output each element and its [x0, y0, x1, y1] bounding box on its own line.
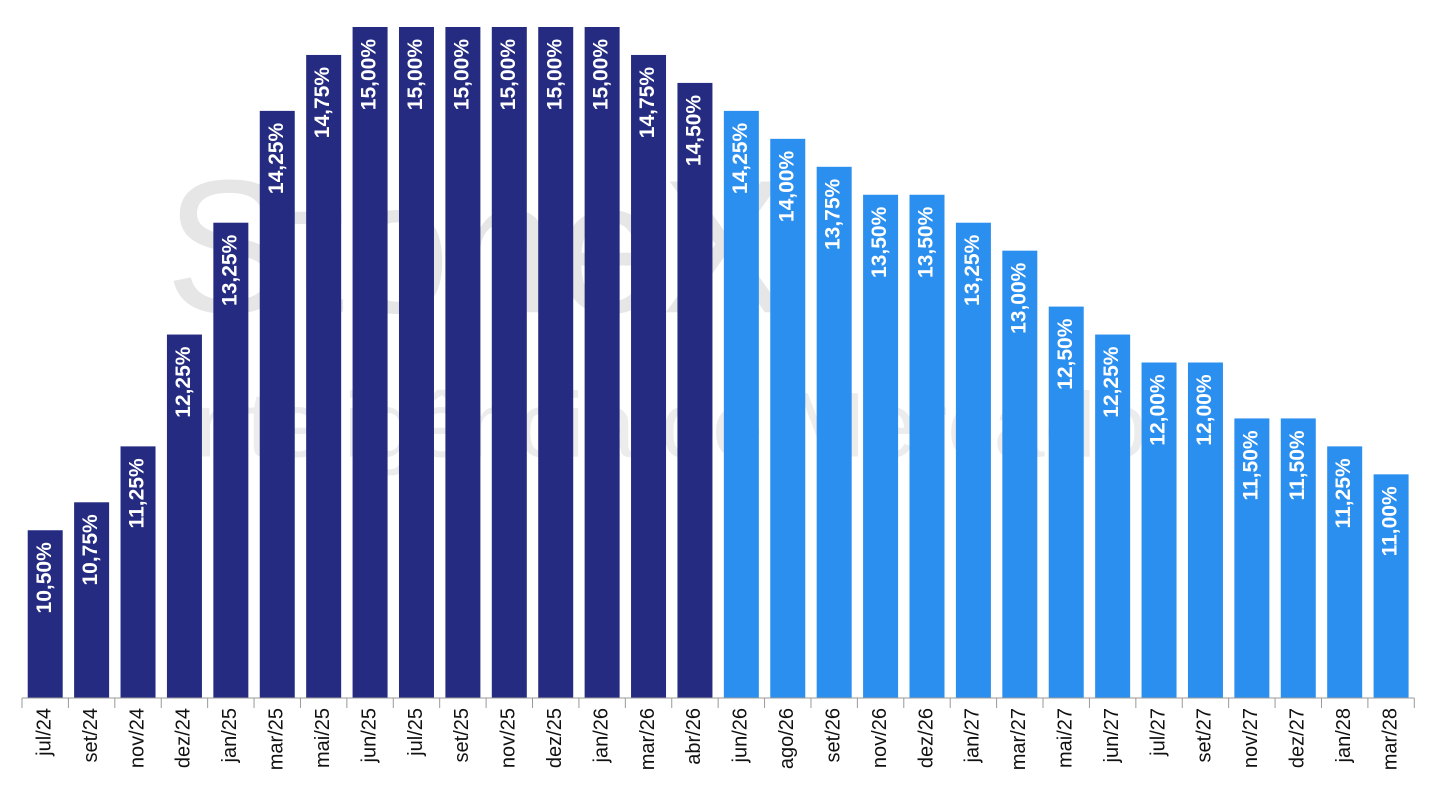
- bar: [863, 194, 899, 698]
- x-tick-label: mai/25: [312, 708, 334, 768]
- x-tick-label: nov/27: [1240, 708, 1262, 768]
- bar: [1002, 250, 1038, 698]
- x-tick-label: jun/27: [1101, 708, 1123, 764]
- bar: [723, 110, 759, 698]
- bar: [955, 222, 991, 699]
- value-label: 15,00%: [358, 39, 381, 111]
- value-label: 12,00%: [1193, 374, 1216, 446]
- bar: [909, 194, 945, 698]
- bar: [1048, 306, 1084, 698]
- x-tick-label: mai/27: [1055, 708, 1077, 768]
- bar: [1234, 418, 1270, 698]
- x-tick-label: mar/25: [266, 708, 288, 770]
- bar: [770, 138, 806, 699]
- bar: [677, 82, 713, 698]
- x-tick-label: jun/26: [730, 708, 752, 764]
- bar: [398, 27, 434, 698]
- bar: [1187, 362, 1223, 698]
- value-label: 10,50%: [33, 542, 56, 614]
- bar: [1373, 474, 1409, 698]
- x-tick-label: jul/24: [33, 708, 55, 757]
- bar: [166, 334, 202, 698]
- x-tick-label: jul/25: [405, 708, 427, 757]
- value-label: 12,50%: [1054, 318, 1077, 390]
- bar: [1327, 446, 1363, 698]
- bar: [491, 27, 527, 698]
- value-label: 15,00%: [404, 39, 427, 111]
- x-tick-label: abr/26: [683, 708, 705, 765]
- x-tick-label: nov/26: [869, 708, 891, 768]
- value-label: 13,50%: [868, 206, 891, 278]
- value-label: 14,50%: [682, 95, 705, 167]
- bar: [631, 54, 667, 699]
- value-label: 12,25%: [172, 346, 195, 418]
- x-tick-label: mar/26: [637, 708, 659, 770]
- bar: [74, 502, 110, 698]
- x-tick-label: jan/27: [962, 708, 984, 764]
- x-tick-label: jan/25: [219, 708, 241, 764]
- x-tick-label: dez/24: [173, 708, 195, 768]
- value-label: 15,00%: [450, 39, 473, 111]
- value-label: 14,75%: [636, 67, 659, 139]
- value-label: 11,00%: [1379, 486, 1402, 556]
- bar: [306, 54, 342, 699]
- value-label: 14,00%: [775, 151, 798, 223]
- value-label: 14,25%: [729, 123, 752, 195]
- x-tick-label: dez/27: [1287, 708, 1309, 768]
- x-tick-label: nov/25: [498, 708, 520, 768]
- value-label: 11,50%: [1286, 430, 1309, 500]
- bar: [1141, 362, 1177, 698]
- x-tick-label: set/26: [822, 708, 844, 762]
- x-tick-label: set/25: [451, 708, 473, 762]
- value-label: 15,00%: [590, 39, 613, 111]
- x-tick-label: jun/25: [358, 708, 380, 764]
- value-label: 15,00%: [497, 39, 520, 111]
- x-tick-label: set/27: [1194, 708, 1216, 762]
- bar: [27, 530, 63, 698]
- bar: [352, 27, 388, 698]
- bar: [1095, 334, 1131, 698]
- value-label: 13,75%: [822, 178, 845, 250]
- bar: [259, 110, 295, 698]
- value-label: 10,75%: [79, 514, 102, 586]
- x-tick-label: set/24: [80, 708, 102, 762]
- bar: [816, 166, 852, 698]
- x-tick-label: jul/27: [1147, 708, 1169, 757]
- x-tick-label: jan/28: [1333, 708, 1355, 764]
- value-label: 11,50%: [1239, 430, 1262, 500]
- value-label: 14,25%: [265, 123, 288, 195]
- x-tick-label: mar/28: [1379, 708, 1401, 770]
- bar: [120, 446, 156, 698]
- bar: [584, 27, 620, 698]
- value-label: 12,25%: [1100, 346, 1123, 418]
- value-label: 13,25%: [218, 234, 241, 306]
- x-tick-label: nov/24: [126, 708, 148, 768]
- bar: [445, 27, 481, 698]
- bar: [1280, 418, 1316, 698]
- value-label: 13,00%: [1007, 262, 1030, 334]
- x-tick-label: dez/25: [544, 708, 566, 768]
- bar: [213, 222, 249, 699]
- value-label: 15,00%: [543, 39, 566, 111]
- value-label: 12,00%: [1147, 374, 1170, 446]
- value-label: 13,50%: [915, 206, 938, 278]
- x-tick-label: jan/26: [590, 708, 612, 764]
- value-label: 11,25%: [126, 458, 149, 528]
- value-label: 11,25%: [1332, 458, 1355, 528]
- bar: [538, 27, 574, 698]
- value-label: 13,25%: [961, 234, 984, 306]
- x-tick-label: mar/27: [1008, 708, 1030, 770]
- x-tick-label: dez/26: [915, 708, 937, 768]
- x-tick-label: ago/26: [776, 708, 798, 769]
- value-label: 14,75%: [311, 67, 334, 139]
